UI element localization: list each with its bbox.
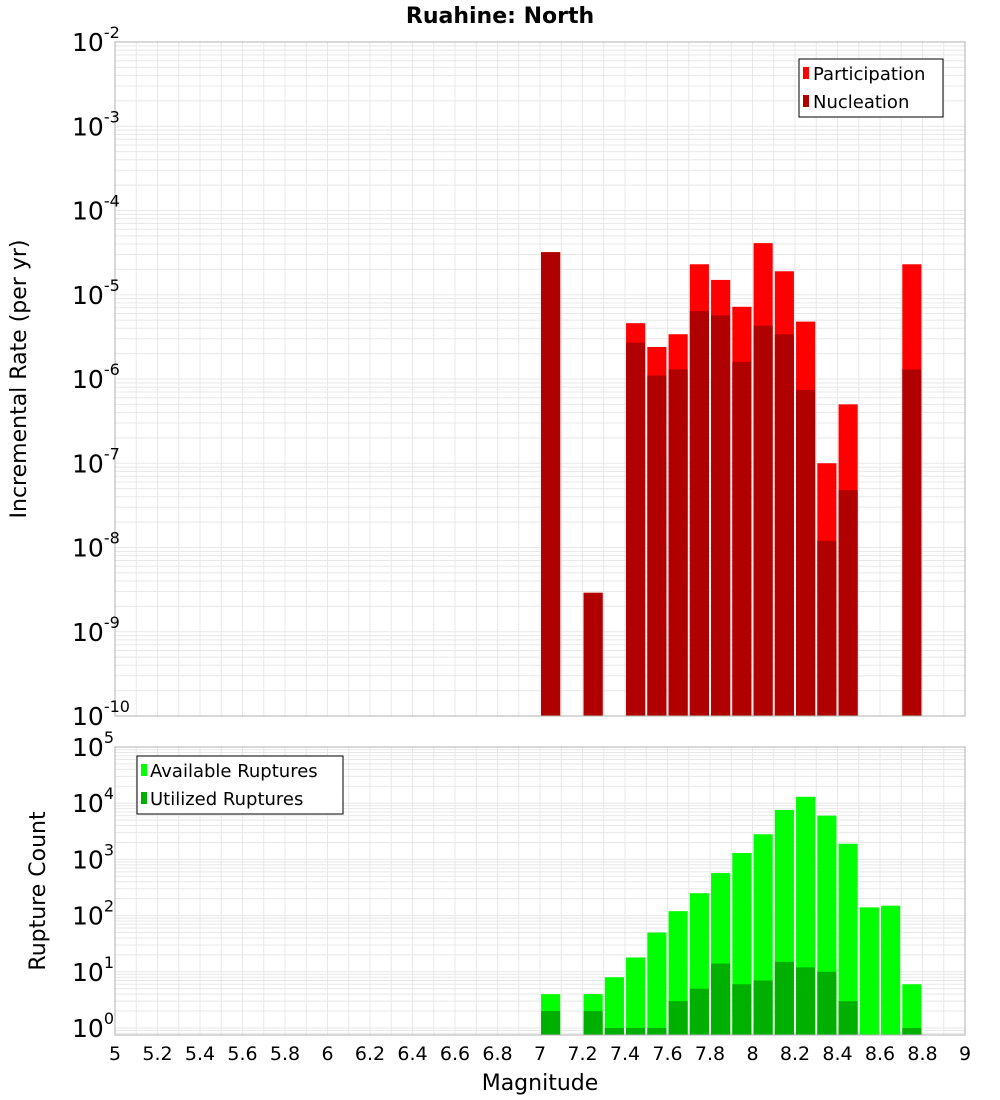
y-tick-label: 10-6 <box>72 360 120 394</box>
utilized-legend-label: Utilized Ruptures <box>150 789 303 810</box>
participation-legend-label: Participation <box>813 64 925 85</box>
count-y-axis-label: Rupture Count <box>26 811 51 971</box>
x-tick-label: 9 <box>959 1043 971 1065</box>
x-tick-label: 7.6 <box>652 1043 682 1065</box>
rate-bars <box>541 243 922 717</box>
x-tick-label: 7 <box>534 1043 546 1065</box>
chart-title: Ruahine: North <box>406 4 594 29</box>
x-tick-label: 5.2 <box>142 1043 172 1065</box>
utilized-bar <box>796 967 816 1035</box>
utilized-bar <box>689 988 709 1035</box>
magnitude-x-ticks: 5 5.2 5.4 5.6 5.8 6 6.2 6.4 6.6 6.8 7 7.2 7.4 7.6 7.8 8… <box>109 1043 971 1065</box>
x-tick-label: 6.8 <box>482 1043 512 1065</box>
utilized-bar <box>626 1027 646 1035</box>
utilized-bar <box>732 984 752 1035</box>
y-tick-label: 10-9 <box>72 613 120 647</box>
x-tick-label: 7.4 <box>610 1043 640 1065</box>
rate-legend-box <box>798 58 944 118</box>
x-tick-label: 7.2 <box>567 1043 597 1065</box>
x-tick-label: 5.8 <box>270 1043 300 1065</box>
available-bar <box>859 907 879 1035</box>
x-axis-label: Magnitude <box>482 1071 599 1096</box>
x-tick-label: 6 <box>321 1043 333 1065</box>
y-tick-label: 10-8 <box>72 529 120 563</box>
nucleation-bar <box>753 325 773 716</box>
y-tick-label: 10-4 <box>72 192 120 226</box>
utilized-bar <box>541 1011 561 1035</box>
nucleation-bar <box>647 375 667 716</box>
available-bar <box>626 957 646 1035</box>
utilized-bar <box>838 1001 858 1035</box>
utilized-bar <box>774 961 794 1035</box>
y-tick-label: 103 <box>72 840 114 874</box>
count-plot-frame <box>114 746 966 1036</box>
utilized-bar <box>902 1027 922 1035</box>
x-tick-label: 8.6 <box>865 1043 895 1065</box>
x-tick-label: 6.6 <box>440 1043 470 1065</box>
nucleation-bar <box>774 334 794 716</box>
utilized-legend-swatch <box>141 792 147 804</box>
rate-legend: Participation Nucleation <box>798 58 944 118</box>
available-bar <box>881 905 901 1035</box>
available-legend-label: Available Ruptures <box>150 761 318 782</box>
available-bar <box>838 843 858 1035</box>
y-tick-label: 105 <box>72 728 114 762</box>
y-tick-label: 101 <box>72 953 114 987</box>
rate-y-ticks: 10-10 10-9 10-8 10-7 10-6 10-5 10-4 10-3 10-2 <box>72 23 130 731</box>
nucleation-bar <box>626 342 646 716</box>
utilized-bar <box>817 971 837 1035</box>
count-bars <box>541 796 922 1035</box>
rate-y-axis-label: Incremental Rate (per yr) <box>7 240 32 519</box>
utilized-bar <box>604 1027 624 1035</box>
count-y-ticks: 100 101 102 103 104 105 <box>72 728 114 1043</box>
nucleation-bar <box>668 369 688 716</box>
nucleation-bar <box>838 490 858 716</box>
nucleation-bar <box>902 369 922 716</box>
available-bar <box>902 984 922 1035</box>
count-panel: 100 101 102 103 104 105 5 5.2 5.4 5.6 5.8 6 6.2 6.4 6… <box>26 728 971 1096</box>
utilized-bar <box>711 963 731 1035</box>
nucleation-legend-swatch <box>803 95 809 107</box>
x-tick-label: 6.2 <box>355 1043 385 1065</box>
y-tick-label: 102 <box>72 897 114 931</box>
x-tick-label: 5.6 <box>227 1043 257 1065</box>
participation-legend-swatch <box>803 67 809 79</box>
nucleation-bar <box>689 311 709 716</box>
rate-panel: 10-10 10-9 10-8 10-7 10-6 10-5 10-4 10-3 10-2 In… <box>7 23 966 731</box>
y-tick-label: 10-2 <box>72 23 120 57</box>
y-tick-label: 10-10 <box>72 697 130 731</box>
x-tick-label: 5 <box>109 1043 121 1065</box>
x-tick-label: 8 <box>746 1043 758 1065</box>
rate-plot-frame <box>114 41 966 717</box>
x-tick-label: 5.4 <box>185 1043 215 1065</box>
utilized-bar <box>753 980 773 1035</box>
nucleation-bar <box>817 540 837 716</box>
available-legend-swatch <box>141 764 147 776</box>
rate-gridlines <box>115 42 966 716</box>
nucleation-legend-label: Nucleation <box>813 92 909 113</box>
utilized-bar <box>583 1011 603 1035</box>
utilized-bar <box>668 1001 688 1035</box>
available-bar <box>647 932 667 1035</box>
x-tick-label: 6.4 <box>397 1043 427 1065</box>
x-tick-label: 7.8 <box>695 1043 725 1065</box>
available-bar <box>604 977 624 1035</box>
y-tick-label: 104 <box>72 784 114 818</box>
x-tick-label: 8.2 <box>780 1043 810 1065</box>
utilized-bar <box>647 1027 667 1035</box>
nucleation-bar <box>732 361 752 716</box>
y-tick-label: 10-3 <box>72 107 120 141</box>
y-tick-label: 10-7 <box>72 444 120 478</box>
nucleation-bar <box>541 252 561 717</box>
count-legend: Available Ruptures Utilized Ruptures <box>136 755 344 815</box>
x-tick-label: 8.8 <box>907 1043 937 1065</box>
nucleation-bar <box>796 390 816 716</box>
nucleation-bar <box>711 315 731 716</box>
x-tick-label: 8.4 <box>822 1043 852 1065</box>
nucleation-bar <box>583 592 603 716</box>
y-tick-label: 10-5 <box>72 276 120 310</box>
count-legend-box <box>136 755 344 815</box>
y-tick-label: 100 <box>72 1009 114 1043</box>
